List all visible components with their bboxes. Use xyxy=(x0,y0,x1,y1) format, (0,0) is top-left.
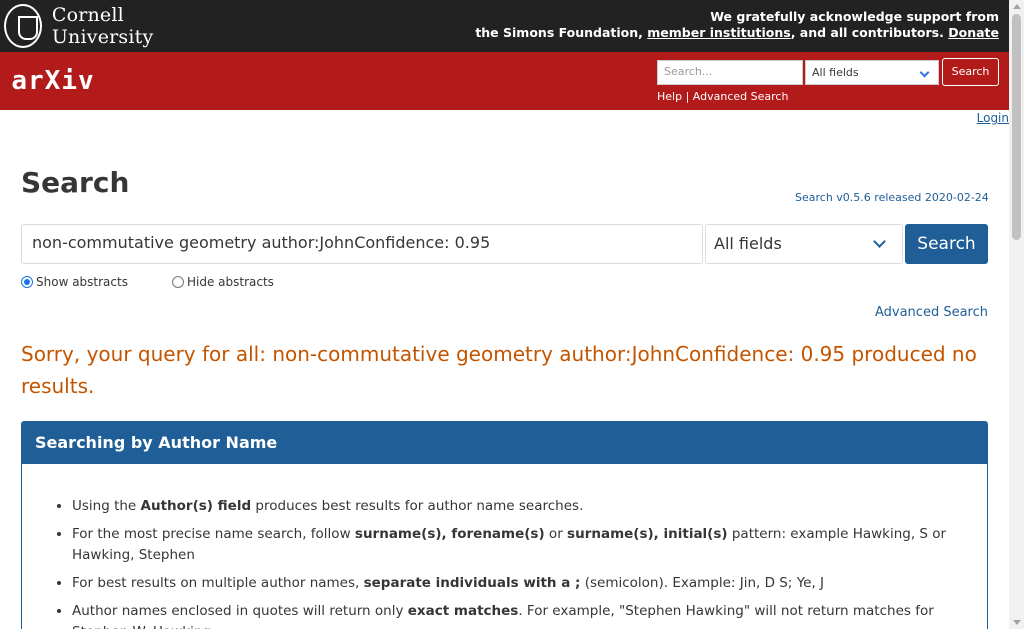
page-title: Search xyxy=(21,166,130,199)
ack-text-mid: , and all contributors. xyxy=(790,25,944,40)
query-input[interactable]: non-commutative geometry author:JohnConf… xyxy=(21,224,703,264)
abstract-toggle: Show abstracts Hide abstracts xyxy=(21,275,274,289)
list-item: Using the Author(s) field produces best … xyxy=(72,496,972,517)
ack-text: the Simons Foundation, xyxy=(475,25,643,40)
header-advanced-search-link[interactable]: Advanced Search xyxy=(692,90,789,103)
advanced-search-link[interactable]: Advanced Search xyxy=(874,305,988,320)
scroll-up-icon[interactable] xyxy=(1013,4,1021,9)
scroll-down-icon[interactable] xyxy=(1013,620,1021,625)
arxiv-header: arXiv Search... All fields Search Help |… xyxy=(0,52,1009,110)
no-results-message: Sorry, your query for all: non-commutati… xyxy=(21,342,977,398)
header-links: Help | Advanced Search xyxy=(657,90,788,103)
header-search-button[interactable]: Search xyxy=(942,58,999,86)
cornell-seal-icon xyxy=(4,4,42,48)
panel-heading: Searching by Author Name xyxy=(22,422,987,464)
member-institutions-link[interactable]: member institutions xyxy=(647,25,791,40)
link-separator: | xyxy=(685,90,690,103)
show-abstracts-radio[interactable] xyxy=(21,276,33,288)
cornell-logo[interactable]: Cornell University xyxy=(4,4,204,48)
header-search-input[interactable]: Search... xyxy=(657,60,803,85)
arxiv-logo[interactable]: arXiv xyxy=(10,60,96,102)
ack-line-1: We gratefully acknowledge support from xyxy=(710,9,999,24)
page-scrollbar[interactable] xyxy=(1009,0,1024,629)
donate-link[interactable]: Donate xyxy=(948,25,999,40)
search-button[interactable]: Search xyxy=(905,224,988,264)
login-link[interactable]: Login xyxy=(976,111,1009,125)
list-item: For the most precise name search, follow… xyxy=(72,524,972,566)
tips-list: Using the Author(s) field produces best … xyxy=(72,496,972,629)
cornell-wordmark: Cornell University xyxy=(51,4,154,48)
field-select[interactable]: All fields xyxy=(705,224,903,264)
hide-abstracts-label: Hide abstracts xyxy=(186,275,274,289)
ack-line-2: the Simons Foundation, member institutio… xyxy=(475,25,999,41)
hide-abstracts-radio[interactable] xyxy=(171,276,184,288)
header-field-select[interactable]: All fields xyxy=(805,60,939,85)
list-item: Author names enclosed in quotes will ret… xyxy=(72,601,972,629)
acknowledgement: We gratefully acknowledge support from t… xyxy=(475,9,999,41)
show-abstracts-label: Show abstracts xyxy=(36,275,128,289)
arxiv-logo-text: arXiv xyxy=(11,66,95,96)
help-link[interactable]: Help xyxy=(657,90,683,103)
author-search-help-panel: Searching by Author Name Using the Autho… xyxy=(21,421,988,629)
list-item: For best results on multiple author name… xyxy=(72,573,972,594)
scroll-thumb[interactable] xyxy=(1012,14,1021,240)
cornell-bar: Cornell University We gratefully acknowl… xyxy=(0,0,1009,52)
version-link[interactable]: Search v0.5.6 released 2020-02-24 xyxy=(795,191,989,204)
